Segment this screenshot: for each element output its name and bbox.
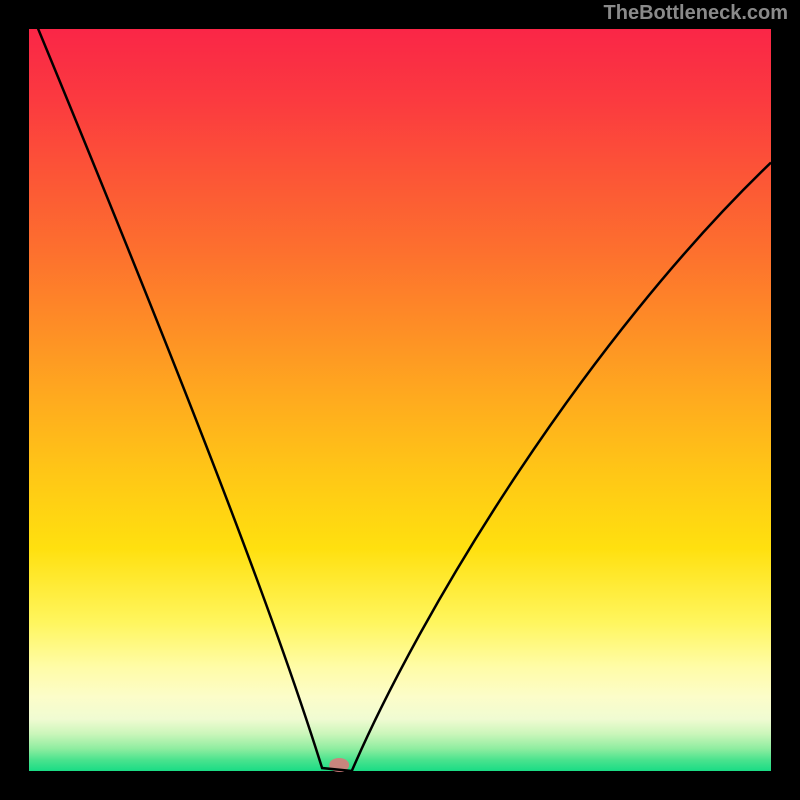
watermark: TheBottleneck.com [604, 2, 788, 25]
bottleneck-chart [0, 0, 800, 800]
